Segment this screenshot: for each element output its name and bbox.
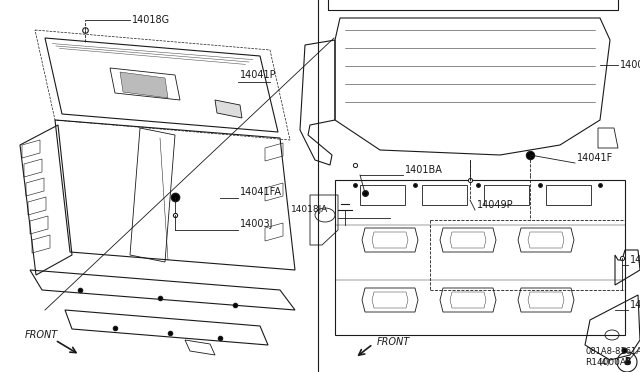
Text: 14049P: 14049P (477, 200, 514, 210)
Text: B: B (624, 357, 630, 366)
Polygon shape (215, 100, 242, 118)
Polygon shape (120, 72, 168, 98)
Text: (4): (4) (598, 357, 610, 366)
Text: R14000A5: R14000A5 (585, 358, 632, 367)
Text: 14041F: 14041F (577, 153, 613, 163)
Text: 14049M: 14049M (630, 300, 640, 310)
Text: 081A8-8161A: 081A8-8161A (585, 347, 640, 356)
Text: 14041P: 14041P (240, 70, 276, 80)
Text: 14005H: 14005H (620, 60, 640, 70)
Text: 14003R: 14003R (630, 255, 640, 265)
Text: 14041FA: 14041FA (240, 187, 282, 197)
Text: 14018JA: 14018JA (291, 205, 328, 215)
Text: 14018G: 14018G (132, 15, 170, 25)
Text: FRONT: FRONT (377, 337, 410, 347)
Bar (328, 0, 618, 10)
Text: 14003J: 14003J (240, 219, 273, 229)
Text: FRONT: FRONT (25, 330, 58, 340)
Text: 1401BA: 1401BA (405, 165, 443, 175)
